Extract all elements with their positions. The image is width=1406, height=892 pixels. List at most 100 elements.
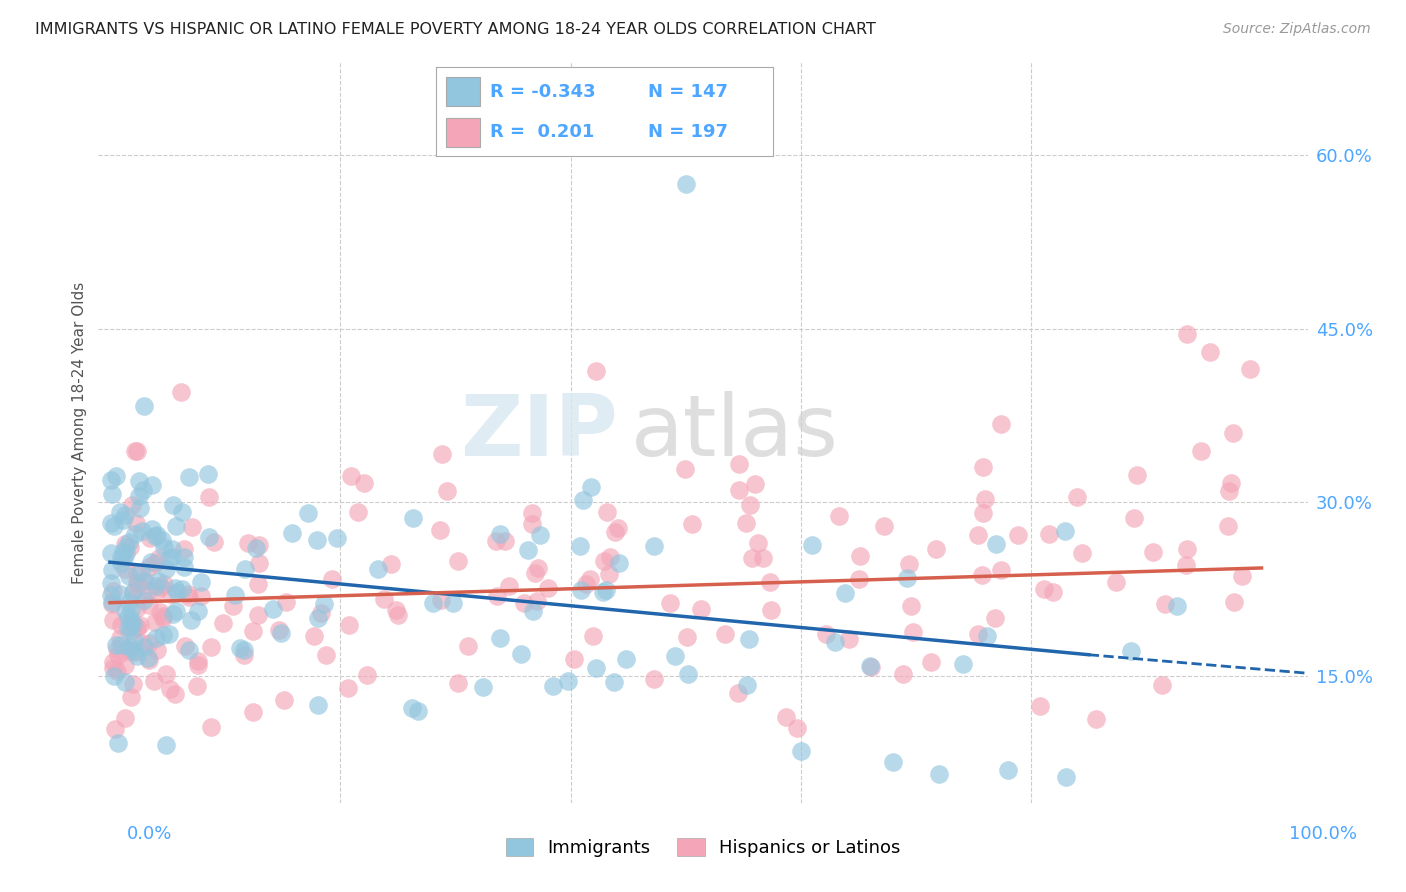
Point: [160, 587, 183, 601]
Point: [104, 638, 127, 652]
Point: [990, 417, 1012, 431]
Point: [920, 655, 942, 669]
Point: [801, 538, 824, 552]
Point: [101, 660, 124, 674]
Point: [162, 607, 184, 622]
Text: 0.0%: 0.0%: [127, 825, 172, 843]
Point: [1126, 467, 1149, 482]
Point: [976, 629, 998, 643]
Point: [120, 620, 142, 634]
Point: [307, 611, 329, 625]
Point: [170, 582, 193, 597]
Point: [498, 579, 520, 593]
Point: [100, 595, 122, 609]
Point: [510, 647, 533, 661]
Point: [124, 527, 146, 541]
Point: [163, 687, 186, 701]
Point: [526, 594, 548, 608]
Point: [1223, 595, 1246, 609]
Point: [572, 493, 595, 508]
Point: [165, 582, 187, 596]
Point: [307, 533, 329, 547]
Point: [675, 177, 697, 191]
Point: [212, 616, 235, 631]
Point: [380, 557, 402, 571]
Point: [893, 666, 915, 681]
Point: [141, 477, 163, 491]
Point: [614, 651, 637, 665]
Point: [114, 508, 136, 522]
Point: [134, 574, 156, 588]
Point: [114, 675, 136, 690]
Point: [108, 587, 131, 601]
Point: [972, 459, 994, 474]
Point: [143, 557, 166, 571]
Point: [513, 597, 536, 611]
Point: [105, 642, 128, 657]
Point: [307, 698, 329, 713]
Text: atlas: atlas: [630, 391, 838, 475]
Point: [152, 608, 174, 623]
Point: [129, 565, 152, 579]
Point: [526, 561, 548, 575]
Point: [790, 744, 813, 758]
Point: [562, 652, 585, 666]
Point: [353, 475, 375, 490]
Point: [430, 447, 453, 461]
Point: [752, 551, 775, 566]
Point: [373, 592, 395, 607]
Point: [347, 505, 370, 519]
Point: [1054, 770, 1077, 784]
Point: [128, 618, 150, 632]
Point: [744, 476, 766, 491]
Point: [125, 516, 148, 530]
Text: Source: ZipAtlas.com: Source: ZipAtlas.com: [1223, 22, 1371, 37]
Point: [177, 643, 200, 657]
Point: [314, 598, 336, 612]
Text: ZIP: ZIP: [461, 391, 619, 475]
Point: [593, 554, 616, 568]
Point: [114, 537, 136, 551]
Point: [146, 528, 169, 542]
Point: [387, 608, 409, 623]
Point: [1119, 644, 1142, 658]
Point: [598, 567, 620, 582]
Point: [197, 467, 219, 482]
Point: [141, 522, 163, 536]
Point: [827, 509, 849, 524]
Point: [187, 604, 209, 618]
Point: [138, 560, 160, 574]
Point: [143, 529, 166, 543]
Point: [118, 640, 141, 654]
Point: [714, 627, 737, 641]
Point: [187, 658, 209, 673]
Point: [124, 444, 146, 458]
Point: [127, 575, 149, 590]
Point: [157, 551, 180, 566]
Point: [1222, 425, 1244, 440]
Point: [741, 551, 763, 566]
Point: [759, 603, 782, 617]
Point: [928, 767, 950, 781]
Point: [110, 618, 132, 632]
Point: [775, 710, 797, 724]
Point: [134, 399, 156, 413]
Point: [970, 568, 993, 582]
Point: [276, 595, 298, 609]
Point: [125, 621, 148, 635]
Point: [402, 511, 425, 525]
Point: [128, 489, 150, 503]
Point: [575, 577, 598, 591]
Point: [1166, 599, 1188, 613]
Point: [110, 505, 132, 519]
Point: [488, 631, 510, 645]
Point: [101, 583, 124, 598]
Point: [242, 624, 264, 639]
Point: [569, 583, 592, 598]
Point: [152, 628, 174, 642]
Point: [122, 677, 145, 691]
Point: [136, 650, 159, 665]
Point: [238, 536, 260, 550]
Point: [406, 704, 429, 718]
Point: [121, 624, 143, 638]
